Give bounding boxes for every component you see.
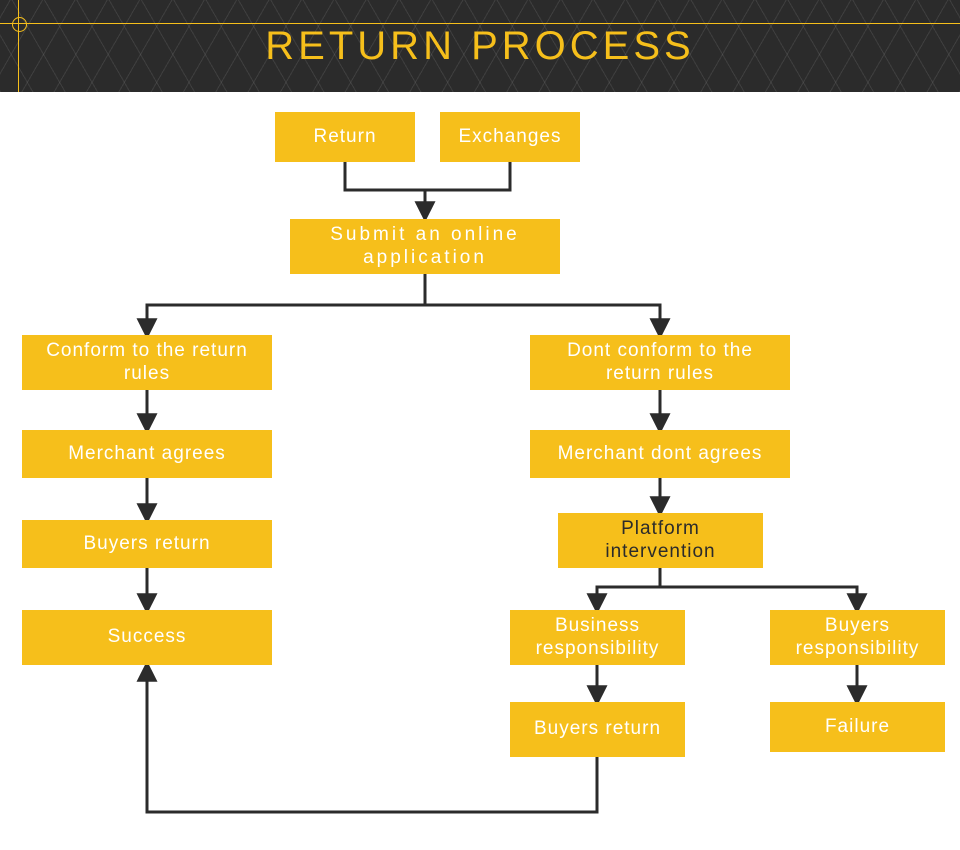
node-buyers2: Buyers return — [510, 702, 685, 757]
node-biz: Business responsibility — [510, 610, 685, 665]
node-m_dont: Merchant dont agrees — [530, 430, 790, 478]
edge — [425, 162, 510, 190]
node-submit: Submit an online application — [290, 219, 560, 274]
node-success: Success — [22, 610, 272, 665]
edge — [345, 162, 425, 218]
node-exchanges: Exchanges — [440, 112, 580, 162]
node-buyers1: Buyers return — [22, 520, 272, 568]
node-buyresp: Buyers responsibility — [770, 610, 945, 665]
edge — [425, 305, 660, 335]
page-title: RETURN PROCESS — [265, 24, 694, 69]
header-crosshair-icon — [12, 17, 27, 32]
node-return: Return — [275, 112, 415, 162]
flowchart: Return Exchanges Submit an online applicat… — [0, 92, 960, 850]
header-rule-h — [0, 23, 960, 24]
edge — [660, 587, 857, 610]
edge — [147, 274, 425, 335]
node-platform: Platform intervention — [558, 513, 763, 568]
node-dontconform: Dont conform to the return rules — [530, 335, 790, 390]
header-rule-v — [18, 0, 19, 92]
node-m_agree: Merchant agrees — [22, 430, 272, 478]
header: RETURN PROCESS — [0, 0, 960, 92]
edge — [597, 568, 660, 610]
node-conform: Conform to the return rules — [22, 335, 272, 390]
node-failure: Failure — [770, 702, 945, 752]
